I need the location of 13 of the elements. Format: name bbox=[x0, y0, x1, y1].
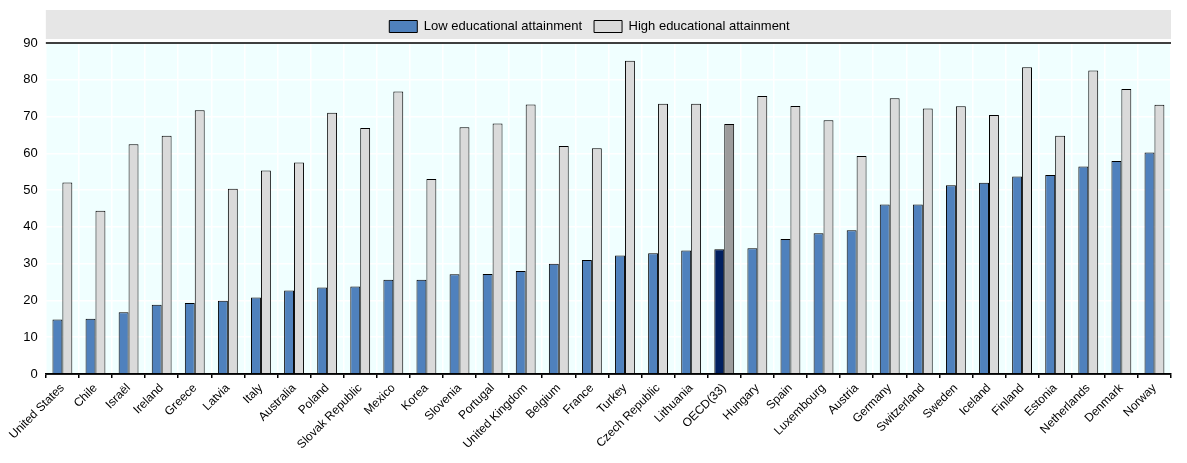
y-tick-label: 90 bbox=[23, 34, 38, 50]
y-tick-label: 30 bbox=[23, 255, 38, 271]
y-tick-label: 70 bbox=[23, 108, 38, 124]
legend-label: Low educational attainment bbox=[423, 18, 583, 34]
y-tick-label: 40 bbox=[23, 218, 38, 234]
y-tick-label: 80 bbox=[23, 71, 38, 87]
legend-label: High educational attainment bbox=[628, 18, 791, 34]
y-tick-label: 10 bbox=[23, 328, 38, 344]
y-tick-label: 50 bbox=[23, 181, 38, 197]
y-tick-label: 20 bbox=[23, 292, 38, 307]
x-tick-label: Italy bbox=[239, 380, 266, 407]
y-tick-label: 60 bbox=[23, 144, 38, 160]
y-tick-label: 0 bbox=[30, 365, 38, 381]
